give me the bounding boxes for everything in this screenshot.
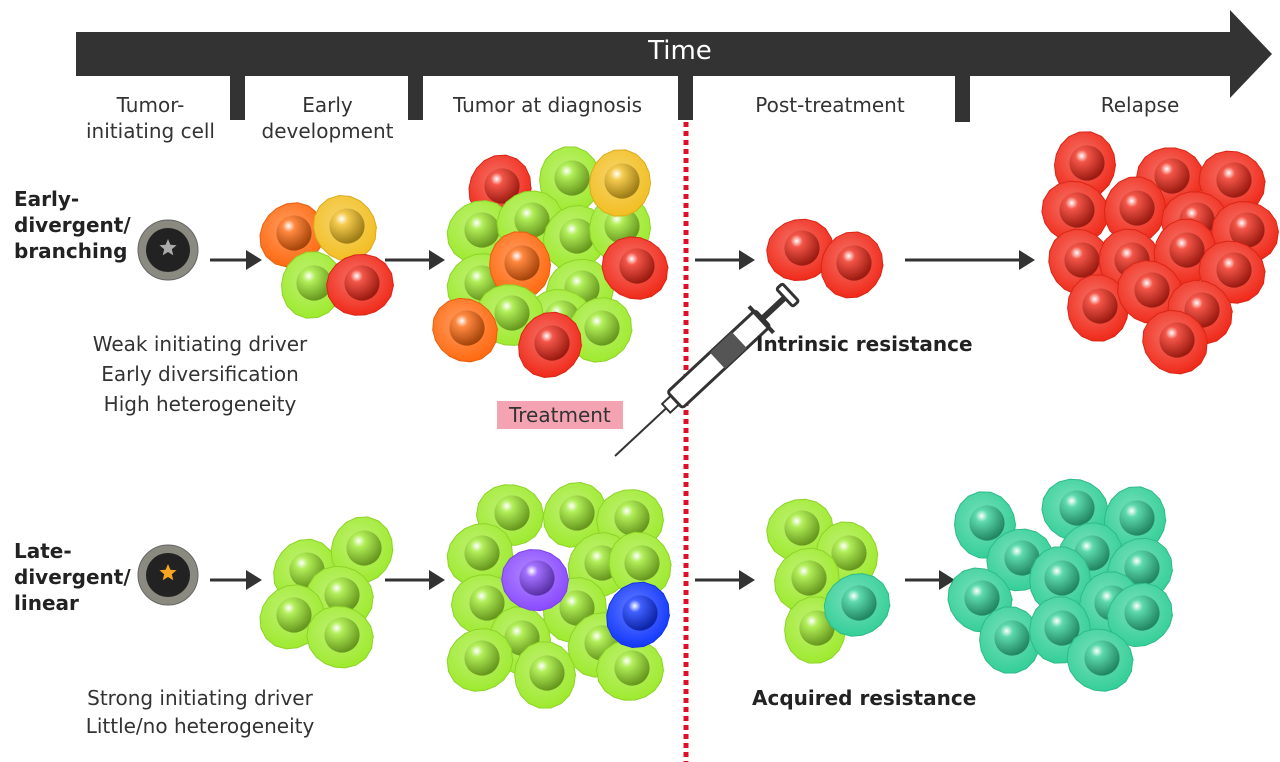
top-description-3: High heterogeneity [103, 392, 297, 416]
cell-orange [489, 231, 552, 299]
cell-green [280, 251, 344, 319]
cell-green [608, 531, 672, 599]
cell-orange [259, 202, 325, 268]
cell-blue [606, 581, 671, 649]
top-description-1: Weak initiating driver [92, 332, 308, 356]
star-icon [159, 239, 177, 256]
bottom-description-1: Strong initiating driver [87, 686, 313, 710]
cell-red [766, 218, 835, 282]
cell-teal [823, 573, 891, 637]
star-icon [159, 564, 177, 581]
tumor-initiating-cell [137, 219, 199, 281]
cell-green [774, 547, 841, 613]
arrow [210, 250, 262, 270]
cell-green [595, 639, 665, 701]
stage-divider [408, 70, 423, 120]
cell-red [1142, 309, 1209, 375]
acquired-resistance-label: Acquired resistance [752, 686, 977, 710]
cell-green [567, 297, 633, 363]
time-label: Time [648, 36, 712, 66]
cell-red [820, 231, 884, 299]
process-arrows [210, 250, 1035, 590]
arrow [385, 250, 445, 270]
cell-orange [432, 297, 499, 363]
arrow [385, 570, 445, 590]
timeline-arrow [76, 10, 1272, 122]
cell-teal [1107, 582, 1174, 648]
stage-label-early: Early development [261, 93, 394, 143]
stage-label-post-treatment: Post-treatment [755, 93, 905, 117]
bottom-description-2: Little/no heterogeneity [85, 714, 315, 738]
arrow [695, 250, 755, 270]
cell-red [1067, 274, 1130, 342]
stage-divider [678, 70, 693, 120]
treatment-label: Treatment [497, 401, 623, 429]
arrow [905, 570, 955, 590]
row-label-late-divergent: Late- divergent/ linear [14, 539, 131, 615]
cell-green [306, 605, 375, 669]
stage-label-initiating: Tumor- initiating cell [86, 93, 215, 143]
cell-purple [501, 549, 570, 612]
cell-teal [979, 606, 1042, 674]
arrow [210, 570, 262, 590]
cell-red [601, 236, 669, 300]
cell-green [330, 516, 394, 584]
cell-green [446, 523, 514, 587]
row-label-early-divergent: Early- divergent/ branching [14, 187, 131, 263]
syringe-icon [614, 282, 800, 457]
cell-red [326, 253, 395, 316]
cell-red [1103, 176, 1167, 244]
stage-divider [955, 70, 970, 122]
cell-yellow [588, 149, 652, 217]
cell-green [766, 498, 835, 562]
cell-red [1116, 260, 1184, 325]
cell-teal [1103, 486, 1167, 554]
arrow [695, 570, 755, 590]
cell-green [539, 146, 601, 214]
stage-divider [230, 70, 245, 120]
cell-green [446, 628, 514, 692]
tumor-initiating-cell [137, 544, 199, 606]
intrinsic-resistance-label: Intrinsic resistance [756, 332, 973, 356]
cell-teal [1066, 628, 1134, 692]
top-description-2: Early diversification [101, 362, 299, 386]
cell-red [1041, 180, 1109, 244]
stage-label-diagnosis: Tumor at diagnosis [452, 93, 643, 117]
stage-label-relapse: Relapse [1100, 93, 1180, 117]
cells [137, 131, 1280, 709]
cell-yellow [313, 194, 378, 262]
cell-green [514, 641, 577, 709]
cell-red [518, 311, 583, 379]
arrow [905, 250, 1035, 270]
